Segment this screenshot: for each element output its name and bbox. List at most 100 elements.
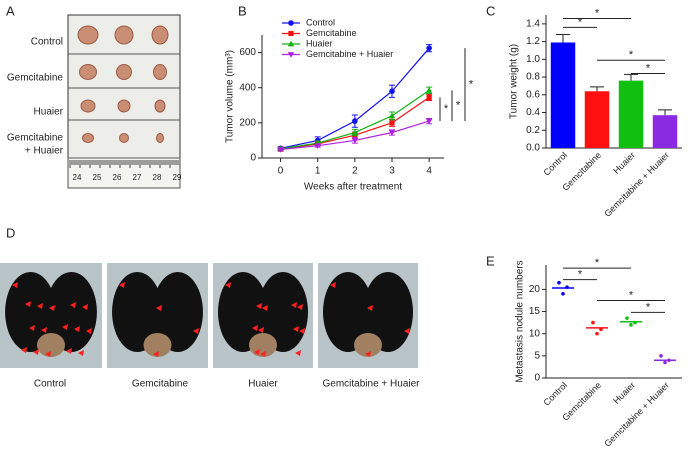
arrow [86,328,92,334]
arrow [45,351,51,357]
point [663,360,667,365]
arrow [291,302,297,308]
tumor [114,25,134,45]
arrow [25,301,31,307]
y-tick-label: 10 [529,328,541,339]
arrow [12,282,18,288]
error-bar [590,86,604,92]
point [659,354,663,358]
error-bar [556,34,570,43]
arrow [330,282,336,288]
point [314,143,321,149]
x-tick-label: 3 [389,166,395,177]
legend-marker [287,40,295,47]
point [595,331,599,336]
tumor [153,64,167,80]
legend-label: Gemcitabine [306,28,357,38]
tumor [119,133,129,143]
row-label: Huaier [34,107,64,118]
y-tick-label: 1.4 [526,19,540,30]
y-tick-label: 0.0 [526,143,540,154]
x-tick-label: 2 [352,166,358,177]
point [388,112,396,119]
bar [652,115,678,148]
point [351,129,359,135]
significance-label: * [444,103,449,115]
point [389,120,395,126]
lung-lobe [258,272,308,352]
row-label: Control [31,37,63,48]
y-tick-label: 0.6 [526,89,540,100]
arrow [66,348,72,354]
y-axis-label: Tumor weight (g) [509,44,520,119]
legend-label: Gemcitabine + Huaier [306,49,393,59]
y-axis-label: Metastasis nodule numbers [515,260,526,382]
row-label: Gemcitabine [7,73,64,84]
bar [618,80,644,148]
y-tick-label: 400 [239,82,256,93]
tumor [80,99,96,113]
significance-label: * [578,16,583,28]
tumor [117,99,131,113]
heart [143,333,172,357]
row-label: Gemcitabine [7,133,64,144]
error-bar [624,73,638,81]
ruler-label: 27 [133,173,142,182]
arrow [365,351,371,357]
arrow [404,328,410,334]
arrow [70,302,76,308]
tumor [154,99,166,113]
panel-label: B [238,3,247,18]
y-tick-label: 0.2 [526,125,540,136]
x-tick-label: Control [542,150,570,178]
tumor [156,133,164,143]
point [557,280,561,285]
y-tick-label: 5 [534,350,540,361]
x-tick-label: 1 [315,166,321,177]
error-bar [658,109,672,116]
lung-lobe [152,272,203,352]
panel-label: A [6,3,15,18]
x-tick-label: Huaier [611,150,637,176]
point [426,45,432,51]
row-label: + Huaier [25,146,64,157]
significance-label: * [629,289,634,301]
arrow [29,325,35,331]
legend-marker [288,30,294,37]
tumor [79,64,97,80]
x-tick-label: 0 [278,166,284,177]
arrow [367,305,373,311]
significance-label: * [456,100,461,112]
point [629,323,633,327]
arrow [153,351,159,357]
arrow [299,328,305,334]
heart [37,333,65,357]
point [425,87,433,93]
y-tick-label: 20 [529,284,541,295]
significance-label: * [629,49,634,61]
point [351,138,359,144]
heart [354,333,382,357]
x-tick-label: Gemcitabine + Huaier [602,150,671,219]
ruler-label: 28 [153,173,162,182]
panel-label: E [486,253,495,268]
point [425,118,433,125]
tumor [77,25,99,45]
point [426,94,432,100]
arrow [49,305,55,311]
arrow [252,325,258,331]
arrow [74,326,80,332]
y-tick-label: 1.2 [526,36,540,47]
y-tick-label: 0 [534,373,540,384]
photo-caption: Gemcitabine + Huaier [323,379,421,390]
y-axis-label: Tumor volume (mm³) [225,50,236,143]
legend-marker [287,52,295,58]
arrow [41,327,47,333]
photo-caption: Huaier [248,379,278,390]
significance-label: * [469,79,474,91]
bar [584,91,610,148]
panel-label: C [486,3,495,18]
point [667,358,671,363]
point [389,88,395,95]
photo-caption: Gemcitabine [132,379,189,390]
